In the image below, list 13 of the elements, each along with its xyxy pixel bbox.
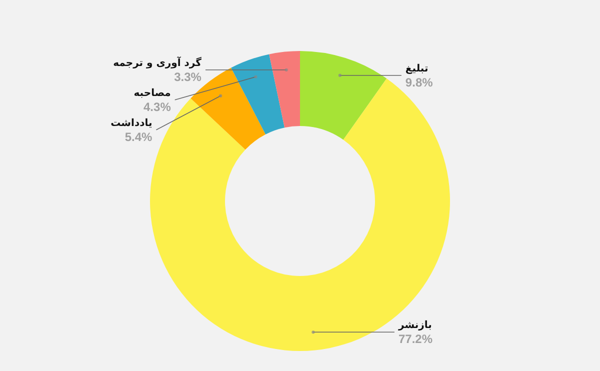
donut-slice <box>231 54 285 134</box>
data-label: 3.3% <box>174 70 202 84</box>
slice-label: تبلیغ <box>405 63 429 74</box>
slice-label: گرد آوری و ترجمه <box>113 56 202 69</box>
donut-slice <box>300 51 387 140</box>
data-label: 77.2% <box>398 332 433 346</box>
donut-slice <box>269 51 300 128</box>
slice-label: مصاحبه <box>134 88 171 99</box>
slice-label: بازنشر <box>397 320 432 332</box>
data-label: 9.8% <box>405 75 434 90</box>
slice-label: یادداشت <box>110 118 152 129</box>
data-label: 4.3% <box>144 100 172 114</box>
data-label: 5.4% <box>124 130 153 144</box>
